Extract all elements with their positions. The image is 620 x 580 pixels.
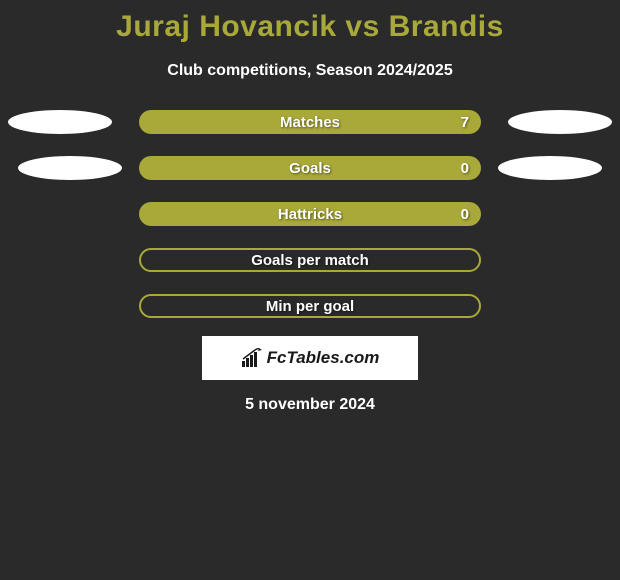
stat-row-matches: Matches 7 (0, 110, 620, 134)
page-subtitle: Club competitions, Season 2024/2025 (0, 62, 620, 80)
stat-label: Goals per match (251, 252, 369, 269)
stat-bar: Matches 7 (139, 110, 481, 134)
stat-bar: Hattricks 0 (139, 202, 481, 226)
stat-bar: Min per goal (139, 294, 481, 318)
date-label: 5 november 2024 (0, 396, 620, 414)
stat-label: Hattricks (278, 206, 342, 223)
stat-row-goals-per-match: Goals per match (0, 248, 620, 272)
stat-row-hattricks: Hattricks 0 (0, 202, 620, 226)
left-marker (18, 156, 122, 180)
stat-label: Goals (289, 160, 331, 177)
stat-label: Matches (280, 114, 340, 131)
stat-label: Min per goal (266, 298, 354, 315)
logo-box: FcTables.com (202, 336, 418, 380)
stat-bar: Goals 0 (139, 156, 481, 180)
stat-value: 7 (461, 114, 469, 131)
stats-list: Matches 7 Goals 0 Hattricks 0 Goals per … (0, 110, 620, 318)
page-title: Juraj Hovancik vs Brandis (0, 0, 620, 44)
right-marker (498, 156, 602, 180)
comparison-infographic: Juraj Hovancik vs Brandis Club competiti… (0, 0, 620, 580)
stat-row-min-per-goal: Min per goal (0, 294, 620, 318)
stat-value: 0 (461, 160, 469, 177)
left-marker (8, 110, 112, 134)
stat-row-goals: Goals 0 (0, 156, 620, 180)
right-marker (508, 110, 612, 134)
chart-icon (241, 348, 263, 368)
stat-bar: Goals per match (139, 248, 481, 272)
logo-text: FcTables.com (267, 348, 380, 368)
stat-value: 0 (461, 206, 469, 223)
